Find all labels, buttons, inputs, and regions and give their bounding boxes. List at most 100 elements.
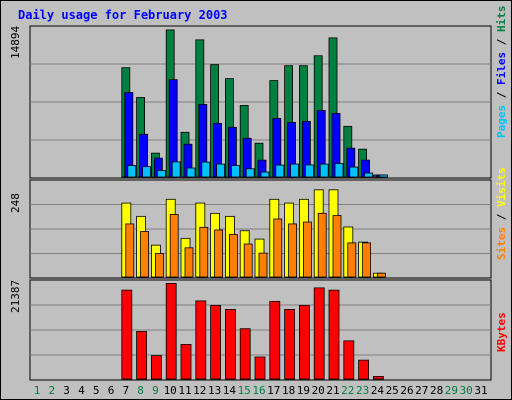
- legend-entry: /: [495, 85, 508, 105]
- bar-pages: [349, 166, 359, 178]
- bar-kbytes: [224, 309, 236, 380]
- bar-sites: [184, 247, 194, 278]
- bar-pages: [364, 172, 374, 178]
- legend-entry: Files: [495, 52, 508, 85]
- x-tick-label: 17: [267, 384, 280, 397]
- x-tick-label: 2: [48, 384, 55, 397]
- bar-pages: [186, 167, 196, 178]
- legend-entry: /: [495, 207, 508, 227]
- bar-kbytes: [121, 289, 133, 380]
- x-tick-label: 6: [108, 384, 115, 397]
- bar-pages: [304, 164, 314, 178]
- legend-entry: KBytes: [495, 312, 508, 352]
- panel-hits-files-pages: 14894 Pages / Files / Hits: [9, 6, 508, 179]
- x-tick-label: 27: [415, 384, 428, 397]
- x-tick-label: 19: [297, 384, 310, 397]
- bar-sites: [376, 272, 386, 278]
- bar-sites: [332, 215, 342, 278]
- x-tick-label: 8: [137, 384, 144, 397]
- bar-sites: [140, 231, 150, 278]
- x-tick-label: 15: [238, 384, 251, 397]
- bar-pages: [201, 161, 211, 178]
- x-tick-label: 21: [326, 384, 339, 397]
- bar-pages: [171, 161, 181, 178]
- bar-kbytes: [372, 375, 384, 380]
- chart-title: Daily usage for February 2003: [18, 8, 228, 22]
- bar-sites: [273, 218, 283, 278]
- x-tick-label: 18: [282, 384, 295, 397]
- bar-sites: [362, 242, 372, 278]
- bar-pages: [156, 170, 166, 178]
- bar-pages: [275, 164, 285, 178]
- x-tick-label: 20: [312, 384, 325, 397]
- legend-entry: Hits: [495, 6, 508, 33]
- bar-kbytes: [284, 309, 296, 380]
- bar-pages: [319, 163, 329, 178]
- x-tick-label: 12: [193, 384, 206, 397]
- bar-kbytes: [328, 289, 340, 380]
- legend-entry: Pages: [495, 105, 508, 138]
- y-max-label: 248: [9, 193, 22, 213]
- bar-sites: [154, 253, 164, 278]
- bar-kbytes: [343, 340, 355, 380]
- legend-entry: Sites: [495, 227, 508, 260]
- bar-sites: [199, 226, 209, 278]
- bar-pages: [216, 163, 226, 178]
- bar-kbytes: [239, 328, 251, 380]
- legend-entry: Visits: [495, 167, 508, 207]
- bar-sites: [288, 223, 298, 278]
- x-tick-label: 10: [164, 384, 177, 397]
- bar-kbytes: [254, 356, 266, 380]
- x-tick-label: 23: [356, 384, 369, 397]
- x-tick-label: 28: [430, 384, 443, 397]
- legend: Sites / Visits: [495, 167, 508, 260]
- x-tick-label: 5: [93, 384, 100, 397]
- bar-sites: [258, 252, 268, 278]
- x-tick-label: 7: [122, 384, 129, 397]
- bar-sites: [317, 212, 327, 278]
- y-max-label: 14894: [9, 26, 22, 59]
- x-tick-label: 16: [252, 384, 265, 397]
- legend-entry: /: [495, 32, 508, 52]
- bar-sites: [214, 229, 224, 278]
- x-tick-label: 3: [63, 384, 70, 397]
- bar-kbytes: [195, 300, 207, 380]
- bar-kbytes: [165, 282, 177, 380]
- bar-sites: [228, 234, 238, 278]
- bar-sites: [169, 214, 179, 278]
- bar-sites: [347, 242, 357, 278]
- x-tick-label: 4: [78, 384, 85, 397]
- legend: Pages / Files / Hits: [495, 6, 508, 139]
- bar-sites: [302, 221, 312, 278]
- bar-kbytes: [180, 344, 192, 380]
- panel-visits-sites: 248 Sites / Visits: [9, 167, 508, 279]
- x-tick-label: 22: [341, 384, 354, 397]
- y-max-label: 21387: [9, 280, 22, 313]
- bar-pages: [290, 163, 300, 178]
- panel-kbytes: 21387 KBytes: [9, 279, 508, 381]
- bar-kbytes: [136, 331, 148, 380]
- x-tick-label: 25: [386, 384, 399, 397]
- x-tick-label: 26: [400, 384, 413, 397]
- bar-files: [124, 92, 134, 178]
- x-tick-label: 30: [460, 384, 473, 397]
- x-tick-label: 1: [34, 384, 41, 397]
- x-tick-label: 29: [445, 384, 458, 397]
- bar-pages: [245, 168, 255, 178]
- x-tick-label: 9: [152, 384, 159, 397]
- bar-sites: [125, 223, 135, 278]
- bar-kbytes: [313, 287, 325, 380]
- bar-pages: [230, 165, 240, 178]
- legend: KBytes: [495, 312, 508, 352]
- x-tick-label: 13: [208, 384, 221, 397]
- bar-kbytes: [210, 304, 222, 380]
- x-tick-label: 11: [178, 384, 191, 397]
- x-tick-label: 14: [223, 384, 237, 397]
- x-tick-label: 24: [371, 384, 385, 397]
- bar-pages: [378, 174, 388, 178]
- bar-pages: [334, 163, 344, 178]
- bar-kbytes: [298, 304, 310, 380]
- bar-kbytes: [358, 359, 370, 380]
